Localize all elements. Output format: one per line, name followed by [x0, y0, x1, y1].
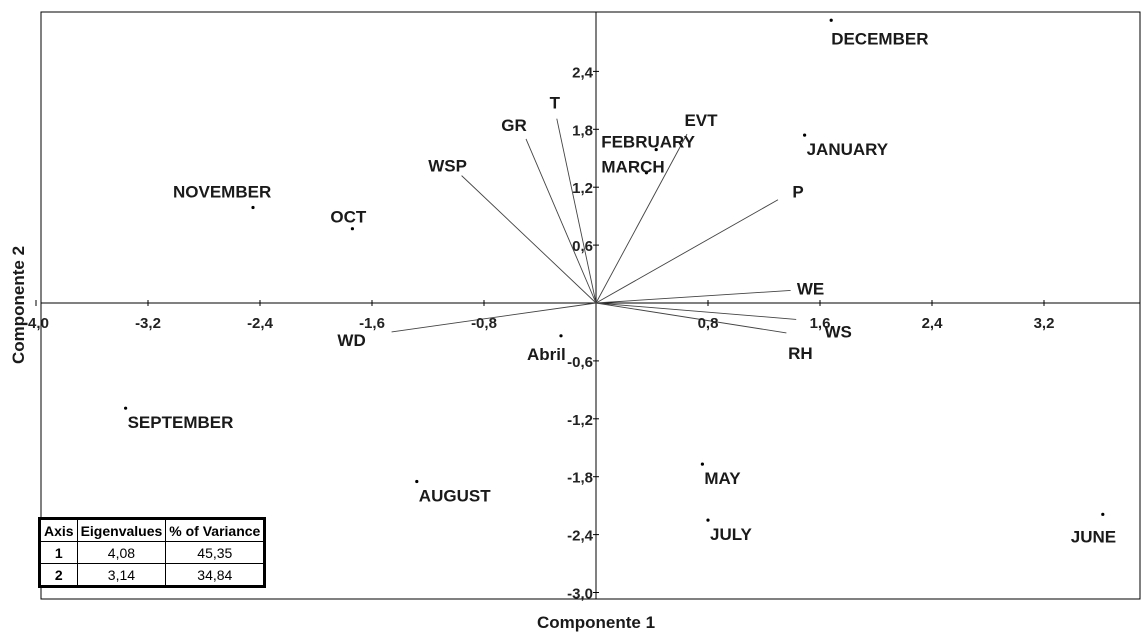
point-january	[803, 133, 807, 137]
point-label-july: JULY	[710, 525, 753, 544]
y-tick-label: -3,0	[567, 586, 593, 603]
point-label-november: NOVEMBER	[173, 182, 271, 201]
vector-label-wsp: WSP	[428, 157, 467, 176]
point-september	[124, 406, 128, 410]
table-cell-eigenvalue: 3,14	[76, 563, 167, 587]
y-tick-label: -1,2	[567, 412, 593, 429]
point-label-september: SEPTEMBER	[128, 413, 234, 432]
x-tick-label: -4,0	[23, 315, 49, 332]
x-tick-label: -1,6	[359, 315, 385, 332]
table-header-axis: Axis	[39, 518, 78, 542]
vector-label-p: P	[792, 183, 803, 202]
point-abril	[559, 334, 563, 338]
vector-line-ws	[595, 302, 797, 320]
eigenvalue-table: Axis Eigenvalues % of Variance 1 4,08 45…	[38, 517, 267, 588]
point-label-february: FEBRUARY	[601, 133, 695, 152]
vector-line-wd	[391, 302, 597, 333]
x-tick-label: 3,2	[1034, 315, 1055, 332]
point-june	[1101, 512, 1105, 516]
y-axis-title: Componente 2	[9, 246, 28, 364]
x-tick-label: -3,2	[135, 315, 161, 332]
point-november	[251, 205, 255, 210]
vector-label-rh: RH	[788, 344, 813, 363]
point-december	[829, 18, 833, 22]
y-tick-label: 2,4	[572, 64, 594, 81]
point-oct	[350, 227, 354, 231]
x-tick-label: -2,4	[247, 315, 274, 332]
vector-line-gr	[525, 138, 597, 304]
point-label-june: JUNE	[1071, 527, 1116, 546]
vector-label-wd: WD	[337, 331, 365, 350]
table-header-row: Axis Eigenvalues % of Variance	[39, 518, 266, 542]
y-tick-label: 0,6	[572, 238, 593, 255]
table-cell-variance: 45,35	[165, 541, 266, 564]
axes-layer	[35, 12, 1140, 599]
y-tick-label: 1,2	[572, 180, 593, 197]
point-march	[644, 171, 649, 175]
vector-line-t	[556, 118, 597, 304]
point-may	[700, 462, 705, 466]
vector-label-gr: GR	[501, 116, 527, 135]
table-cell-variance: 34,84	[165, 563, 266, 587]
x-tick-label: 2,4	[922, 315, 944, 332]
point-label-december: DECEMBER	[831, 29, 928, 48]
x-tick-label: 0,8	[698, 315, 719, 332]
vectors-layer: T GR WSP EVT P WE WS RH WD	[337, 94, 851, 363]
point-label-abril: Abril	[527, 345, 566, 364]
point-july	[706, 518, 710, 522]
point-label-march: MARCH	[601, 158, 664, 177]
table-cell-axis: 1	[39, 541, 78, 564]
plot-frame	[40, 11, 1141, 600]
vector-line-wsp	[461, 175, 597, 304]
table-row: 2 3,14 34,84	[39, 563, 266, 587]
ticks-layer: -4,0 -3,2 -2,4 -1,6 -0,8 0,8 1,6 2,4 3,2 2,4 1,8 1,…	[23, 64, 1054, 602]
vector-label-we: WE	[797, 279, 824, 298]
table-header-eigenvalues: Eigenvalues	[76, 518, 167, 542]
vector-line-p	[595, 199, 779, 304]
point-label-may: MAY	[704, 469, 741, 488]
y-tick-label: -2,4	[567, 528, 594, 545]
vector-line-evt	[595, 133, 688, 304]
table-cell-eigenvalue: 4,08	[76, 541, 167, 564]
point-february	[654, 147, 658, 152]
y-tick-label: -1,8	[567, 470, 593, 487]
point-label-august: AUGUST	[419, 487, 491, 506]
table-row: 1 4,08 45,35	[39, 541, 266, 564]
vector-line-rh	[595, 302, 787, 334]
y-tick-label: -0,6	[567, 354, 593, 371]
table-header-variance: % of Variance	[165, 518, 266, 542]
vector-label-evt: EVT	[684, 111, 718, 130]
x-tick-label: -0,8	[471, 315, 497, 332]
y-tick-label: 1,8	[572, 122, 593, 139]
point-label-january: JANUARY	[807, 140, 889, 159]
x-tick-label: 1,6	[810, 315, 831, 332]
table-cell-axis: 2	[39, 563, 78, 587]
point-label-oct: OCT	[330, 208, 367, 227]
vector-label-t: T	[550, 94, 561, 113]
vector-label-ws: WS	[825, 322, 852, 341]
point-august	[415, 479, 419, 484]
points-layer: DECEMBER JANUARY FEBRUARY MARCH NOVEMBER OCT A…	[124, 18, 1116, 546]
vector-line-we	[595, 290, 791, 304]
x-axis-title: Componente 1	[537, 613, 655, 632]
